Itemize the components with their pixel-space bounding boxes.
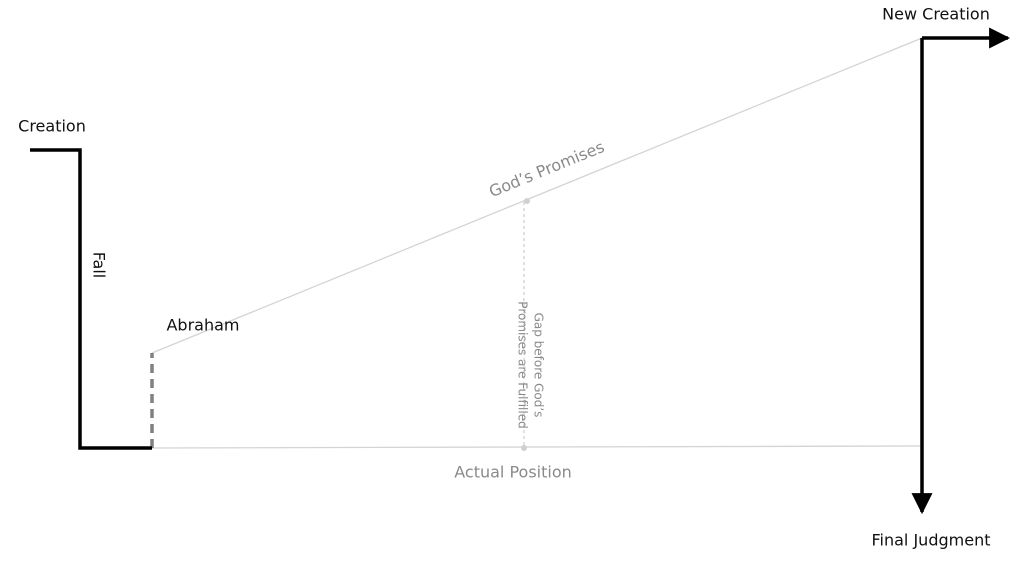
label: Final Judgment <box>872 531 991 550</box>
gap-dot <box>521 445 527 451</box>
label: Promises are Fulfilled <box>516 301 530 428</box>
label: New Creation <box>882 5 990 24</box>
actual-line <box>151 445 923 449</box>
label: Abraham <box>166 316 239 335</box>
label: Fall <box>90 252 109 278</box>
fall-path <box>30 148 152 450</box>
label: Creation <box>18 117 86 136</box>
label: Actual Position <box>454 463 572 482</box>
gap-dot <box>524 198 530 204</box>
promises-line <box>151 37 923 354</box>
label: Gap before God’s <box>532 313 546 418</box>
